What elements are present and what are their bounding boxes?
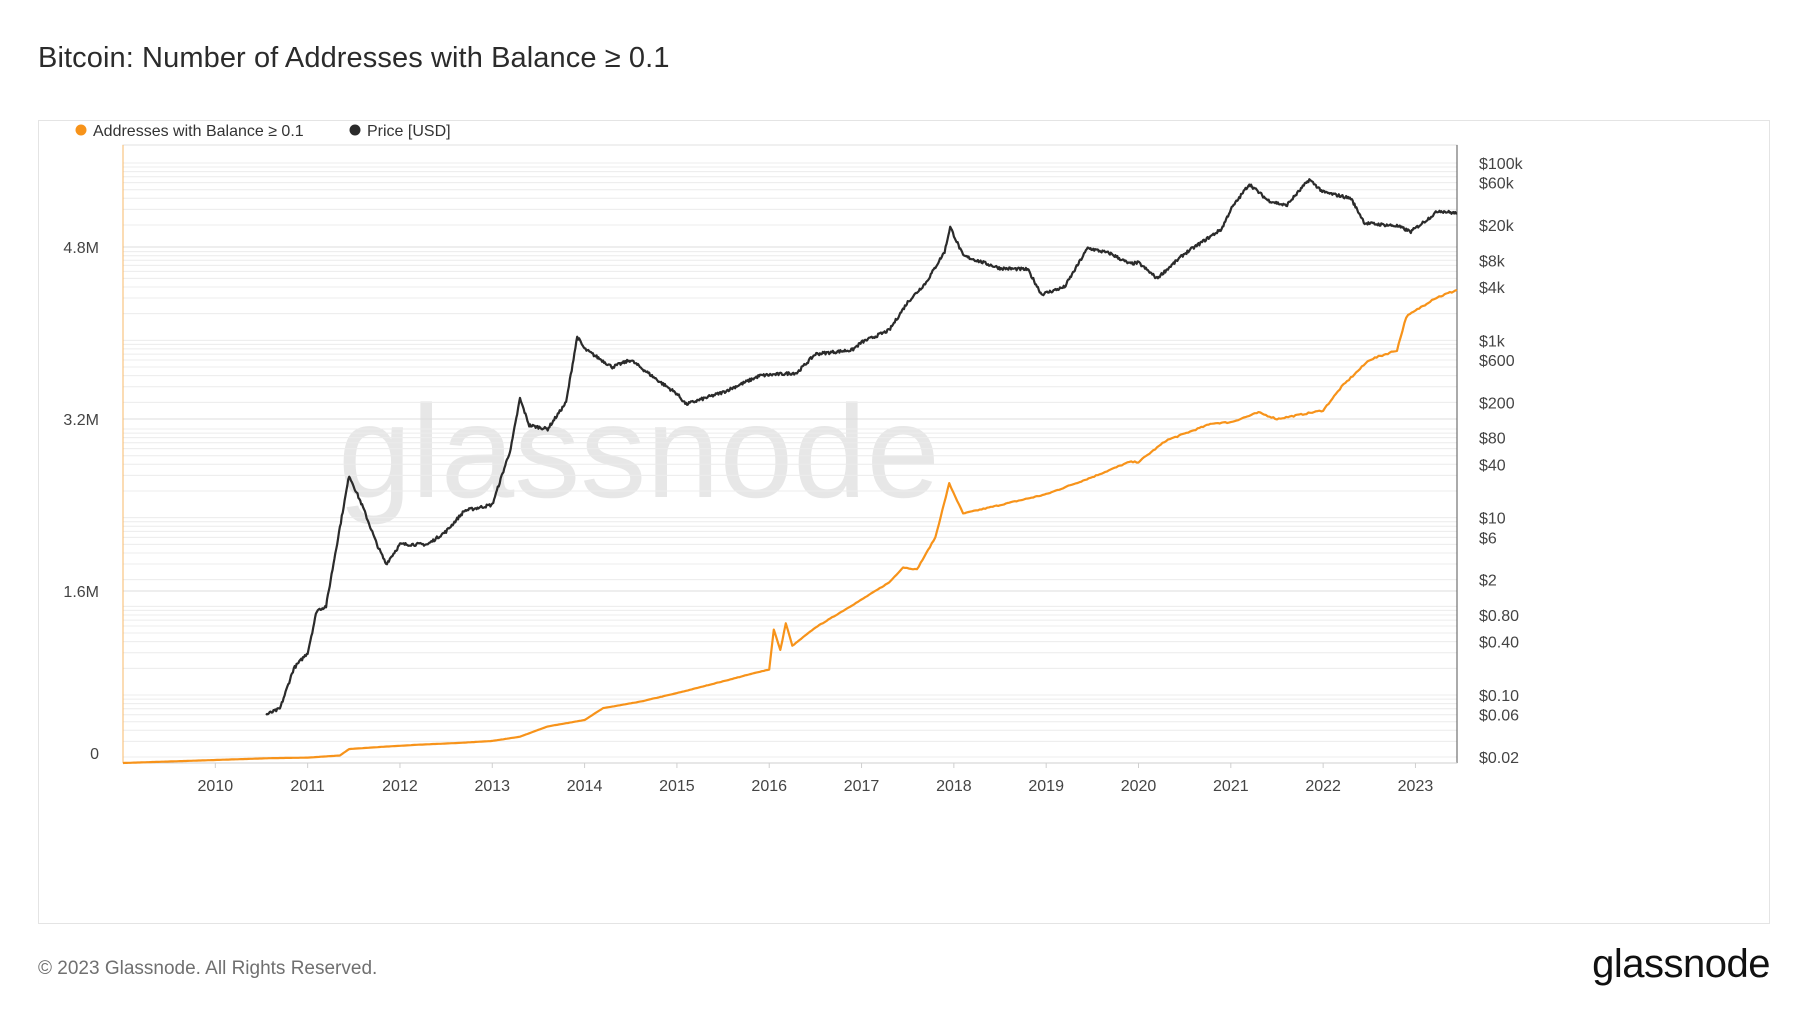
- y-right-tick-label: $2: [1479, 573, 1497, 590]
- y-right-tick-label: $40: [1479, 457, 1506, 474]
- x-tick-label: 2011: [290, 778, 325, 795]
- addresses-line: [122, 288, 1458, 765]
- y-right-tick-label: $60k: [1479, 176, 1515, 193]
- chart-frame: glassnode 0 1.6M 3.2M 4.8M $0.02 $0.06 $0.10 $0…: [38, 120, 1770, 924]
- y-right-tick-label: $80: [1479, 431, 1506, 448]
- y-right-tick-label: $8k: [1479, 253, 1506, 270]
- y-right-tick-label: $20k: [1479, 218, 1515, 235]
- grid: [122, 144, 1458, 764]
- y-right-tick-label: $0.40: [1479, 635, 1519, 652]
- y-right-tick-label: $10: [1479, 511, 1506, 528]
- x-tick-label: 2014: [567, 778, 603, 795]
- legend-label-price: Price [USD]: [367, 123, 451, 140]
- copyright: © 2023 Glassnode. All Rights Reserved.: [38, 958, 378, 979]
- y-right-tick-label: $100k: [1479, 156, 1524, 173]
- legend: Addresses with Balance ≥ 0.1 Price [USD]: [75, 123, 451, 140]
- x-tick-label: 2012: [382, 778, 418, 795]
- y-right-tick-label: $1k: [1479, 333, 1506, 350]
- price-line: [265, 178, 1458, 716]
- brand-logo: glassnode: [1592, 942, 1770, 986]
- y-right-tick-label: $0.80: [1479, 608, 1519, 625]
- y-right-tick-label: $0.02: [1479, 750, 1519, 767]
- legend-label-addresses: Addresses with Balance ≥ 0.1: [93, 123, 304, 140]
- page-title: Bitcoin: Number of Addresses with Balanc…: [38, 42, 670, 74]
- watermark: glassnode: [338, 378, 940, 525]
- y-left-tick-label: 1.6M: [63, 584, 99, 601]
- y-right-tick-label: $0.06: [1479, 708, 1519, 725]
- x-tick-label: 2022: [1305, 778, 1341, 795]
- legend-marker-price: [349, 124, 361, 136]
- x-tick-label: 2020: [1121, 778, 1157, 795]
- y-right-tick-label: $200: [1479, 395, 1515, 412]
- series: [122, 178, 1458, 765]
- y-right-tick-label: $6: [1479, 530, 1497, 547]
- y-right-tick-label: $0.10: [1479, 688, 1519, 705]
- y-left-tick-label: 4.8M: [63, 240, 99, 257]
- x-tick-label: 2023: [1398, 778, 1434, 795]
- chart: glassnode 0 1.6M 3.2M 4.8M $0.02 $0.06 $0.10 $0…: [63, 123, 1524, 795]
- x-tick-label: 2013: [474, 778, 510, 795]
- x-tick-label: 2021: [1213, 778, 1249, 795]
- legend-marker-addresses: [75, 124, 87, 136]
- y-left-tick-label: 3.2M: [63, 412, 99, 429]
- x-tick-label: 2010: [198, 778, 234, 795]
- x-tick-label: 2018: [936, 778, 972, 795]
- y-right-tick-label: $600: [1479, 353, 1515, 370]
- axes: 0 1.6M 3.2M 4.8M $0.02 $0.06 $0.10 $0.40 $0.80 $2…: [63, 145, 1524, 795]
- x-tick-label: 2016: [751, 778, 787, 795]
- y-right-tick-label: $4k: [1479, 280, 1506, 297]
- y-left-tick-label: 0: [90, 746, 99, 763]
- x-tick-label: 2015: [659, 778, 695, 795]
- x-tick-label: 2019: [1028, 778, 1064, 795]
- x-tick-label: 2017: [844, 778, 880, 795]
